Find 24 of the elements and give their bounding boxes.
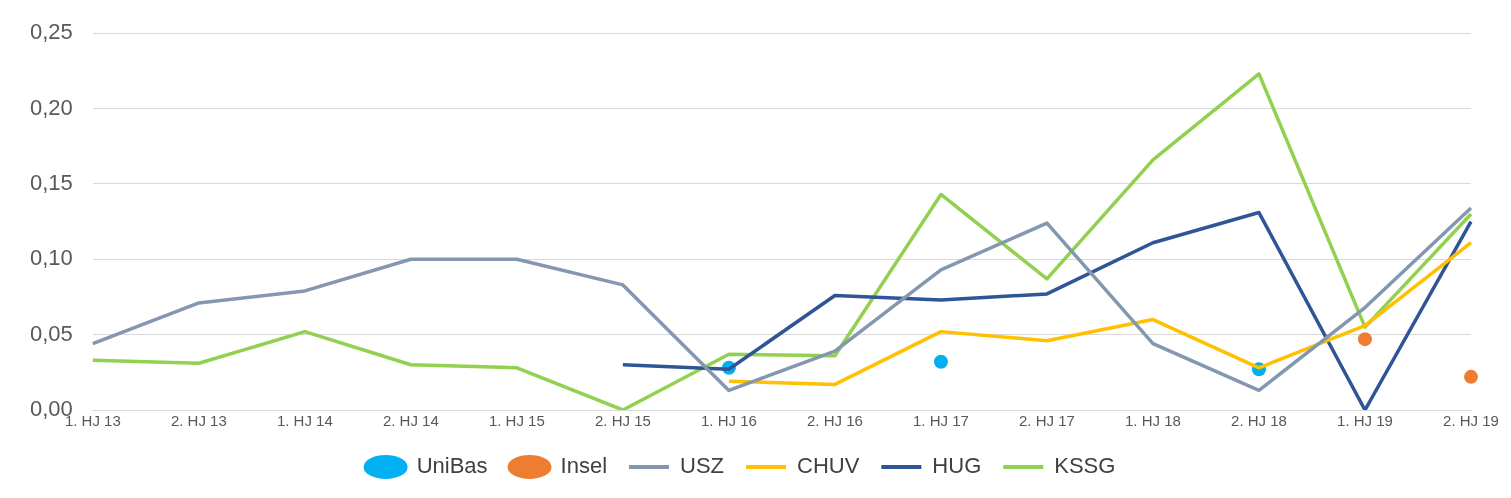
x-tick-label: 2. HJ 18 (1231, 412, 1287, 430)
x-tick-label: 2. HJ 19 (1443, 412, 1499, 430)
y-tick-label: 0,20 (29, 94, 73, 120)
y-tick-label: 0,15 (29, 169, 73, 195)
x-tick-label: 1. HJ 14 (276, 412, 333, 430)
legend-label: Insel (560, 453, 608, 479)
y-tick-label: 0,25 (29, 19, 73, 45)
x-tick-label: 2. HJ 17 (1019, 412, 1075, 430)
x-tick-label: 2. HJ 16 (806, 412, 863, 430)
x-tick-label: 2. HJ 15 (594, 412, 651, 430)
legend-label: USZ (680, 453, 725, 479)
x-tick-label: 1. HJ 18 (1125, 412, 1181, 430)
x-tick-label: 2. HJ 14 (382, 412, 439, 430)
x-tick-label: 2. HJ 13 (170, 412, 227, 430)
y-tick-label: 0,05 (29, 320, 73, 346)
legend-label: KSSG (1054, 453, 1116, 479)
x-tick-label: 1. HJ 15 (488, 412, 545, 430)
legend-label: HUG (932, 453, 982, 479)
legend-label: CHUV (797, 453, 860, 479)
x-tick-label: 1. HJ 19 (1337, 412, 1393, 430)
x-tick-label: 1. HJ 17 (912, 412, 969, 430)
legend-label: UniBas (416, 453, 488, 479)
y-tick-label: 0,10 (29, 245, 73, 271)
x-tick-label: 1. HJ 16 (700, 412, 757, 430)
